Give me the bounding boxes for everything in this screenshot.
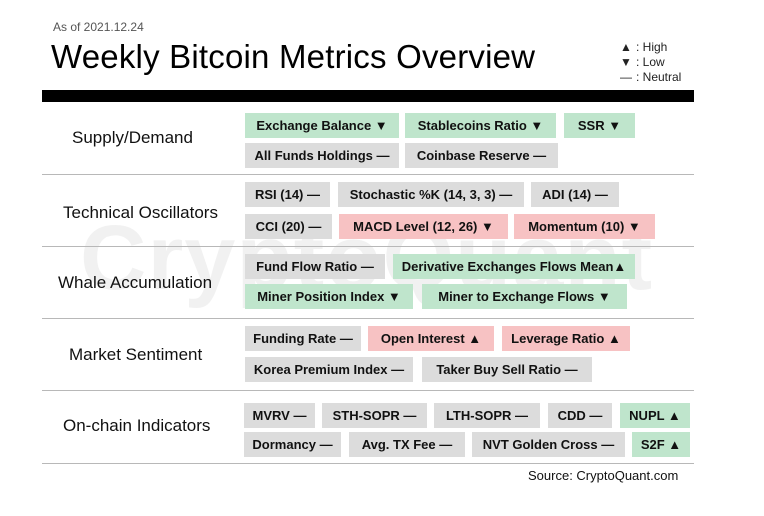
metric-funding-rate: Funding Rate — bbox=[245, 326, 361, 351]
metric-coinbase-reserve: Coinbase Reserve — bbox=[405, 143, 558, 168]
legend-low-label: : Low bbox=[636, 55, 665, 69]
metric-cdd: CDD — bbox=[548, 403, 612, 428]
section-label-market-sentiment: Market Sentiment bbox=[69, 345, 203, 364]
metric-all-funds-holdings: All Funds Holdings — bbox=[245, 143, 399, 168]
metric-ssr: SSR ▼ bbox=[564, 113, 635, 138]
metric-leverage-ratio: Leverage Ratio ▲ bbox=[502, 326, 630, 351]
legend-neutral: — : Neutral bbox=[620, 70, 681, 85]
legend-high-icon: ▲ bbox=[620, 40, 632, 54]
section-label-technical-oscillators: Technical Oscillators bbox=[63, 203, 218, 222]
metric-open-interest: Open Interest ▲ bbox=[368, 326, 494, 351]
section-label-supply-demand: Supply/Demand bbox=[72, 128, 193, 147]
metric-nupl: NUPL ▲ bbox=[620, 403, 690, 428]
metric-avg-tx-fee: Avg. TX Fee — bbox=[349, 432, 465, 457]
legend: ▲ : High ▼ : Low — : Neutral bbox=[620, 40, 681, 85]
metric-taker-buy-sell-ratio: Taker Buy Sell Ratio — bbox=[422, 357, 592, 382]
section-divider bbox=[42, 318, 694, 319]
metric-stochastic-k: Stochastic %K (14, 3, 3) — bbox=[338, 182, 524, 207]
legend-low: ▼ : Low bbox=[620, 55, 681, 70]
metric-sth-sopr: STH-SOPR — bbox=[322, 403, 427, 428]
metric-miner-to-exchange-flows: Miner to Exchange Flows ▼ bbox=[422, 284, 627, 309]
metric-macd-level: MACD Level (12, 26) ▼ bbox=[339, 214, 508, 239]
section-label-whale-accumulation: Whale Accumulation bbox=[58, 273, 213, 292]
metric-nvt-golden-cross: NVT Golden Cross — bbox=[472, 432, 625, 457]
legend-neutral-icon: — bbox=[620, 70, 632, 84]
metric-mvrv: MVRV — bbox=[244, 403, 315, 428]
legend-high: ▲ : High bbox=[620, 40, 681, 55]
metric-fund-flow-ratio: Fund Flow Ratio — bbox=[245, 254, 385, 279]
section-divider bbox=[42, 174, 694, 175]
metric-lth-sopr: LTH-SOPR — bbox=[434, 403, 540, 428]
metric-adi: ADI (14) — bbox=[531, 182, 619, 207]
metric-exchange-balance: Exchange Balance ▼ bbox=[245, 113, 399, 138]
legend-high-label: : High bbox=[636, 40, 668, 54]
metric-rsi: RSI (14) — bbox=[245, 182, 330, 207]
metric-derivative-exchanges-flows-mean: Derivative Exchanges Flows Mean▲ bbox=[393, 254, 635, 279]
metric-korea-premium-index: Korea Premium Index — bbox=[245, 357, 413, 382]
section-divider bbox=[42, 390, 694, 391]
as-of-date: As of 2021.12.24 bbox=[53, 20, 144, 34]
metric-momentum: Momentum (10) ▼ bbox=[514, 214, 655, 239]
page-title: Weekly Bitcoin Metrics Overview bbox=[51, 38, 536, 75]
section-divider bbox=[42, 246, 694, 247]
header-divider-bar bbox=[42, 90, 694, 102]
section-divider bbox=[42, 463, 694, 464]
legend-neutral-label: : Neutral bbox=[636, 70, 682, 84]
section-label-on-chain-indicators: On-chain Indicators bbox=[63, 416, 211, 435]
metric-s2f: S2F ▲ bbox=[632, 432, 690, 457]
metric-cci: CCI (20) — bbox=[245, 214, 332, 239]
metric-miner-position-index: Miner Position Index ▼ bbox=[245, 284, 413, 309]
metric-dormancy: Dormancy — bbox=[244, 432, 341, 457]
legend-low-icon: ▼ bbox=[620, 55, 632, 69]
source-credit: Source: CryptoQuant.com bbox=[528, 468, 679, 483]
metric-stablecoins-ratio: Stablecoins Ratio ▼ bbox=[405, 113, 556, 138]
